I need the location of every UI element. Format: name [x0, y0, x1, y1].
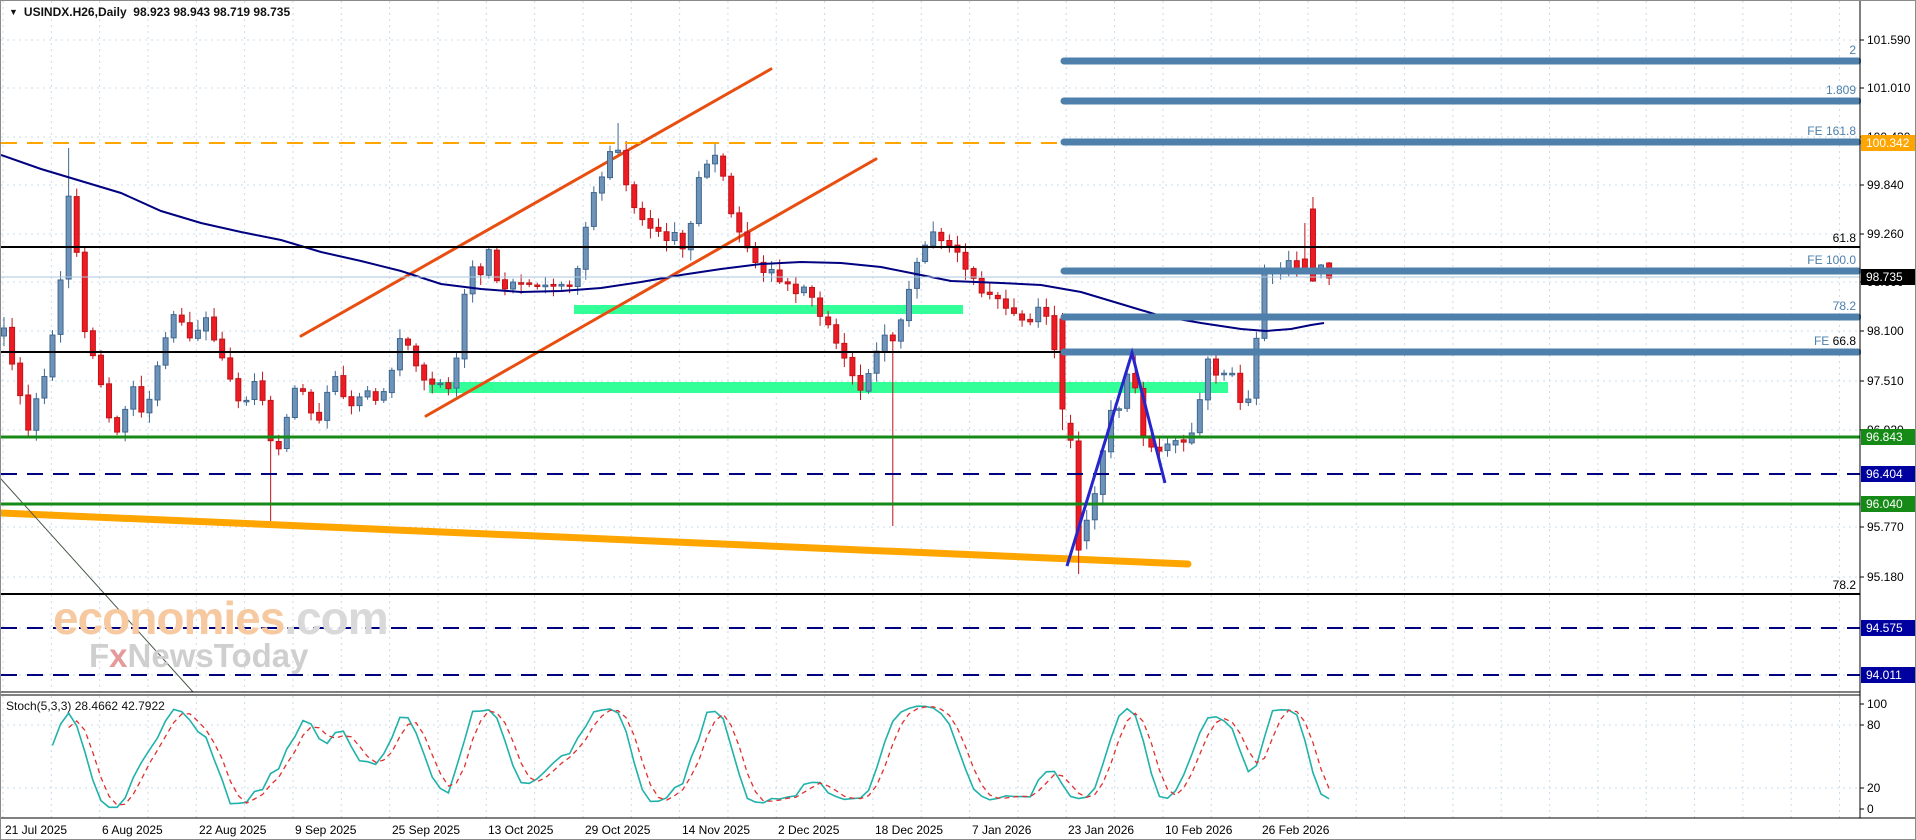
- date-tick-label: 9 Sep 2025: [295, 823, 357, 837]
- price-axis-labels: 101.590101.010100.43099.84099.26098.6909…: [1860, 33, 1911, 584]
- price-tick-label: 95.770: [1867, 520, 1904, 534]
- price-level-box-value: 96.404: [1866, 467, 1903, 481]
- price-level-box-value: 94.575: [1866, 621, 1903, 635]
- date-tick-label: 25 Sep 2025: [392, 823, 460, 837]
- trendlines: [1, 67, 1192, 693]
- fib-extension-label: FE 161.8: [1807, 124, 1856, 138]
- highlight-bands: [429, 305, 1228, 393]
- time-axis-panel[interactable]: [1, 819, 1916, 840]
- fib-extension-label: FE 66.8: [1814, 334, 1856, 348]
- price-level-box: [1861, 135, 1915, 151]
- date-tick-label: 18 Dec 2025: [875, 823, 943, 837]
- price-level-box: [1861, 496, 1915, 512]
- elliott-zigzag-line: [1065, 347, 1167, 567]
- orange-support: [1, 509, 1192, 568]
- date-tick-label: 14 Nov 2025: [682, 823, 750, 837]
- price-tick-label: 101.590: [1867, 33, 1911, 47]
- stoch-scale-label: 0: [1867, 802, 1874, 816]
- stoch-main-line: [51, 705, 1330, 809]
- date-tick-label: 21 Jul 2025: [5, 823, 67, 837]
- price-tick-label: 99.260: [1867, 227, 1904, 241]
- price-tick-label: 101.010: [1867, 81, 1911, 95]
- price-tick-label: 98.100: [1867, 324, 1904, 338]
- channel-upper: [299, 67, 773, 338]
- price-level-box: [1861, 466, 1915, 482]
- date-tick-label: 26 Feb 2026: [1262, 823, 1330, 837]
- price-boxes: 100.342 98.735 96.843 96.404 96.040 94.575 94.…: [1861, 135, 1915, 683]
- price-level-box: [1861, 620, 1915, 636]
- fib-extension-label: 2: [1849, 43, 1856, 57]
- stoch-scale-label: 100: [1867, 697, 1887, 711]
- price-level-box-value: 96.843: [1866, 430, 1903, 444]
- price-tick-label: 95.180: [1867, 570, 1904, 584]
- price-axis-panel[interactable]: [1861, 1, 1916, 840]
- fib-extension-label: FE 100.0: [1807, 253, 1856, 267]
- date-tick-label: 13 Oct 2025: [488, 823, 554, 837]
- retracement-label: 61.8: [1833, 231, 1857, 245]
- horizontal-levels: [1, 142, 1860, 676]
- price-level-box-value: 96.040: [1866, 497, 1903, 511]
- price-level-box-value: 100.342: [1866, 136, 1910, 150]
- price-tick-label: 97.510: [1867, 374, 1904, 388]
- date-tick-label: 10 Feb 2026: [1165, 823, 1233, 837]
- date-tick-label: 22 Aug 2025: [199, 823, 267, 837]
- stoch-scale-labels: 100 80 20 0: [1860, 697, 1887, 816]
- panel-borders: [1, 1, 1915, 819]
- date-tick-label: 29 Oct 2025: [585, 823, 651, 837]
- retracement-label: 78.2: [1833, 578, 1857, 592]
- price-level-box: [1861, 667, 1915, 683]
- price-level-box: [1861, 269, 1915, 285]
- price-tick-label: 99.840: [1867, 178, 1904, 192]
- date-tick-label: 6 Aug 2025: [102, 823, 163, 837]
- time-axis-labels: 21 Jul 2025 6 Aug 2025 22 Aug 2025 9 Sep 20…: [5, 823, 1330, 837]
- price-level-box: [1861, 429, 1915, 445]
- fib-labels: 2 1.809 FE 161.8 FE 100.0 78.2 FE 66.8 61.8 78.…: [1807, 43, 1856, 592]
- price-level-box-value: 94.011: [1866, 668, 1902, 682]
- date-tick-label: 7 Jan 2026: [972, 823, 1032, 837]
- price-level-box-value: 98.735: [1866, 270, 1903, 284]
- date-tick-label: 23 Jan 2026: [1068, 823, 1134, 837]
- fib-extension-label: 78.2: [1833, 299, 1857, 313]
- channel-lower: [424, 157, 878, 418]
- fib-extension-label: 1.809: [1826, 83, 1856, 97]
- stoch-scale-label: 80: [1867, 718, 1881, 732]
- date-tick-label: 2 Dec 2025: [778, 823, 840, 837]
- fib-extension-lines: [1060, 57, 1862, 356]
- stoch-scale-label: 20: [1867, 781, 1881, 795]
- thin-diagonal: [1, 478, 194, 693]
- moving-average-line: [1, 154, 1325, 333]
